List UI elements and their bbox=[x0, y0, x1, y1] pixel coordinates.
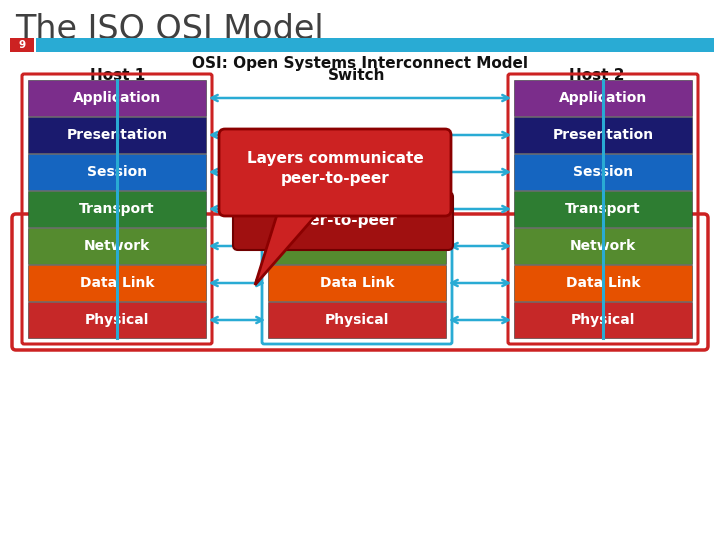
FancyBboxPatch shape bbox=[28, 191, 206, 227]
Text: OSI: Open Systems Interconnect Model: OSI: Open Systems Interconnect Model bbox=[192, 56, 528, 71]
Text: Session: Session bbox=[87, 165, 147, 179]
Text: Session: Session bbox=[573, 165, 633, 179]
Text: Data Link: Data Link bbox=[80, 276, 154, 290]
FancyBboxPatch shape bbox=[268, 302, 446, 338]
Text: Network: Network bbox=[570, 239, 636, 253]
Text: The ISO OSI Model: The ISO OSI Model bbox=[15, 13, 323, 46]
Text: Presentation: Presentation bbox=[552, 128, 654, 142]
FancyBboxPatch shape bbox=[36, 38, 714, 52]
FancyBboxPatch shape bbox=[268, 265, 446, 301]
Text: Host 2: Host 2 bbox=[570, 68, 625, 83]
Polygon shape bbox=[255, 205, 325, 285]
Text: Switch: Switch bbox=[328, 68, 386, 83]
Text: Application: Application bbox=[559, 91, 647, 105]
Text: 9: 9 bbox=[19, 40, 26, 50]
Text: Application: Application bbox=[73, 91, 161, 105]
Text: Network: Network bbox=[84, 239, 150, 253]
FancyBboxPatch shape bbox=[514, 80, 692, 116]
Text: Presentation: Presentation bbox=[66, 128, 168, 142]
FancyBboxPatch shape bbox=[10, 38, 34, 52]
Text: Physical: Physical bbox=[85, 313, 149, 327]
FancyBboxPatch shape bbox=[233, 192, 453, 250]
Text: Host 1: Host 1 bbox=[91, 68, 145, 83]
FancyBboxPatch shape bbox=[514, 228, 692, 264]
FancyBboxPatch shape bbox=[28, 154, 206, 190]
Text: Data Link: Data Link bbox=[320, 276, 395, 290]
FancyBboxPatch shape bbox=[514, 154, 692, 190]
Text: Transport: Transport bbox=[79, 202, 155, 216]
FancyBboxPatch shape bbox=[28, 228, 206, 264]
FancyBboxPatch shape bbox=[268, 228, 446, 264]
Text: Network: Network bbox=[324, 239, 390, 253]
Text: peer-to-peer: peer-to-peer bbox=[289, 213, 397, 228]
Text: Physical: Physical bbox=[571, 313, 635, 327]
FancyBboxPatch shape bbox=[514, 117, 692, 153]
Text: Physical: Physical bbox=[325, 313, 390, 327]
FancyBboxPatch shape bbox=[514, 191, 692, 227]
Text: Transport: Transport bbox=[565, 202, 641, 216]
FancyBboxPatch shape bbox=[28, 117, 206, 153]
Text: Layers communicate
peer-to-peer: Layers communicate peer-to-peer bbox=[247, 151, 423, 186]
FancyBboxPatch shape bbox=[514, 265, 692, 301]
Text: Data Link: Data Link bbox=[566, 276, 640, 290]
FancyBboxPatch shape bbox=[28, 80, 206, 116]
FancyBboxPatch shape bbox=[28, 265, 206, 301]
FancyBboxPatch shape bbox=[219, 129, 451, 216]
FancyBboxPatch shape bbox=[514, 302, 692, 338]
FancyBboxPatch shape bbox=[28, 302, 206, 338]
